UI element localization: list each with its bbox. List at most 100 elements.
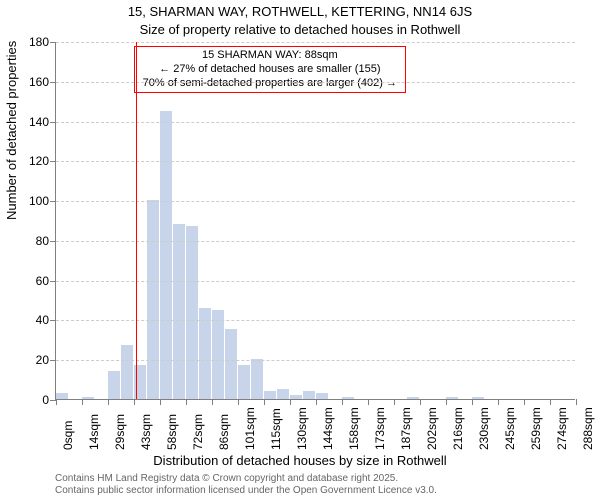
x-tick-label: 14sqm <box>87 414 101 450</box>
x-tick-mark <box>368 399 369 405</box>
histogram-bar <box>342 397 355 399</box>
x-tick-label: 29sqm <box>113 414 127 450</box>
y-tick-label: 40 <box>21 313 49 327</box>
histogram-bar <box>186 226 199 399</box>
histogram-bar <box>212 310 225 400</box>
annotation-line-1: 15 SHARMAN WAY: 88sqm <box>141 49 399 63</box>
histogram-bar <box>147 200 160 399</box>
y-tick-label: 0 <box>21 393 49 407</box>
histogram-bar <box>472 397 485 399</box>
x-tick-label: 173sqm <box>373 407 387 450</box>
histogram-bar <box>251 359 264 399</box>
x-tick-mark <box>186 399 187 405</box>
x-tick-label: 274sqm <box>555 407 569 450</box>
gridline <box>56 241 575 242</box>
x-axis-label: Distribution of detached houses by size … <box>0 453 600 468</box>
x-tick-mark <box>420 399 421 405</box>
x-tick-mark <box>264 399 265 405</box>
histogram-bar <box>316 393 329 399</box>
x-tick-label: 58sqm <box>165 414 179 450</box>
x-tick-label: 187sqm <box>399 407 413 450</box>
gridline <box>56 360 575 361</box>
gridline <box>56 201 575 202</box>
y-tick-label: 100 <box>21 194 49 208</box>
x-tick-mark <box>82 399 83 405</box>
y-tick-label: 80 <box>21 234 49 248</box>
histogram-bar <box>264 391 277 399</box>
bars-layer <box>56 42 575 399</box>
x-tick-label: 144sqm <box>321 407 335 450</box>
x-tick-label: 245sqm <box>503 407 517 450</box>
x-tick-label: 86sqm <box>217 414 231 450</box>
histogram-bar <box>446 397 459 399</box>
y-tick-mark <box>50 320 56 321</box>
x-tick-label: 43sqm <box>139 414 153 450</box>
y-tick-mark <box>50 281 56 282</box>
histogram-bar <box>277 389 290 399</box>
gridline <box>56 161 575 162</box>
histogram-bar <box>238 365 251 399</box>
chart-subtitle: Size of property relative to detached ho… <box>0 22 600 37</box>
histogram-bar <box>82 397 95 399</box>
x-tick-mark <box>160 399 161 405</box>
x-tick-label: 158sqm <box>347 407 361 450</box>
histogram-bar <box>407 397 420 399</box>
x-tick-mark <box>446 399 447 405</box>
x-tick-mark <box>316 399 317 405</box>
gridline <box>56 42 575 43</box>
x-tick-mark <box>498 399 499 405</box>
y-tick-label: 20 <box>21 353 49 367</box>
y-tick-label: 60 <box>21 274 49 288</box>
gridline <box>56 122 575 123</box>
x-tick-mark <box>394 399 395 405</box>
x-tick-mark <box>238 399 239 405</box>
plot-area: 15 SHARMAN WAY: 88sqm ← 27% of detached … <box>55 42 575 400</box>
y-tick-mark <box>50 201 56 202</box>
x-tick-mark <box>342 399 343 405</box>
x-tick-label: 216sqm <box>451 407 465 450</box>
histogram-bar <box>121 345 134 399</box>
y-tick-mark <box>50 360 56 361</box>
y-tick-mark <box>50 42 56 43</box>
x-tick-mark <box>134 399 135 405</box>
histogram-bar <box>225 329 238 399</box>
x-tick-mark <box>472 399 473 405</box>
gridline <box>56 281 575 282</box>
x-tick-label: 101sqm <box>243 407 257 450</box>
histogram-bar <box>108 371 121 399</box>
annotation-box: 15 SHARMAN WAY: 88sqm ← 27% of detached … <box>134 46 406 93</box>
x-tick-label: 72sqm <box>191 414 205 450</box>
x-tick-label: 259sqm <box>529 407 543 450</box>
marker-line <box>136 42 137 399</box>
x-tick-mark <box>108 399 109 405</box>
x-tick-label: 130sqm <box>295 407 309 450</box>
y-tick-label: 120 <box>21 154 49 168</box>
y-tick-mark <box>50 122 56 123</box>
chart-container: 15, SHARMAN WAY, ROTHWELL, KETTERING, NN… <box>0 0 600 500</box>
x-tick-label: 230sqm <box>477 407 491 450</box>
y-axis-label: Number of detached properties <box>4 41 19 220</box>
footnote: Contains HM Land Registry data © Crown c… <box>55 473 437 497</box>
x-tick-label: 288sqm <box>581 407 595 450</box>
chart-title: 15, SHARMAN WAY, ROTHWELL, KETTERING, NN… <box>0 4 600 19</box>
y-tick-mark <box>50 161 56 162</box>
histogram-bar <box>290 395 303 399</box>
gridline <box>56 320 575 321</box>
y-tick-label: 160 <box>21 75 49 89</box>
footnote-line-2: Contains public sector information licen… <box>55 485 437 497</box>
histogram-bar <box>160 111 173 399</box>
histogram-bar <box>56 393 69 399</box>
x-tick-mark <box>290 399 291 405</box>
x-tick-label: 115sqm <box>269 408 283 450</box>
x-tick-mark <box>576 399 577 405</box>
x-tick-mark <box>524 399 525 405</box>
histogram-bar <box>303 391 316 399</box>
x-tick-mark <box>56 399 57 405</box>
footnote-line-1: Contains HM Land Registry data © Crown c… <box>55 473 437 485</box>
gridline <box>56 82 575 83</box>
y-tick-label: 180 <box>21 35 49 49</box>
annotation-line-3: 70% of semi-detached properties are larg… <box>141 77 399 91</box>
y-tick-mark <box>50 82 56 83</box>
x-tick-label: 202sqm <box>425 407 439 450</box>
x-tick-mark <box>550 399 551 405</box>
